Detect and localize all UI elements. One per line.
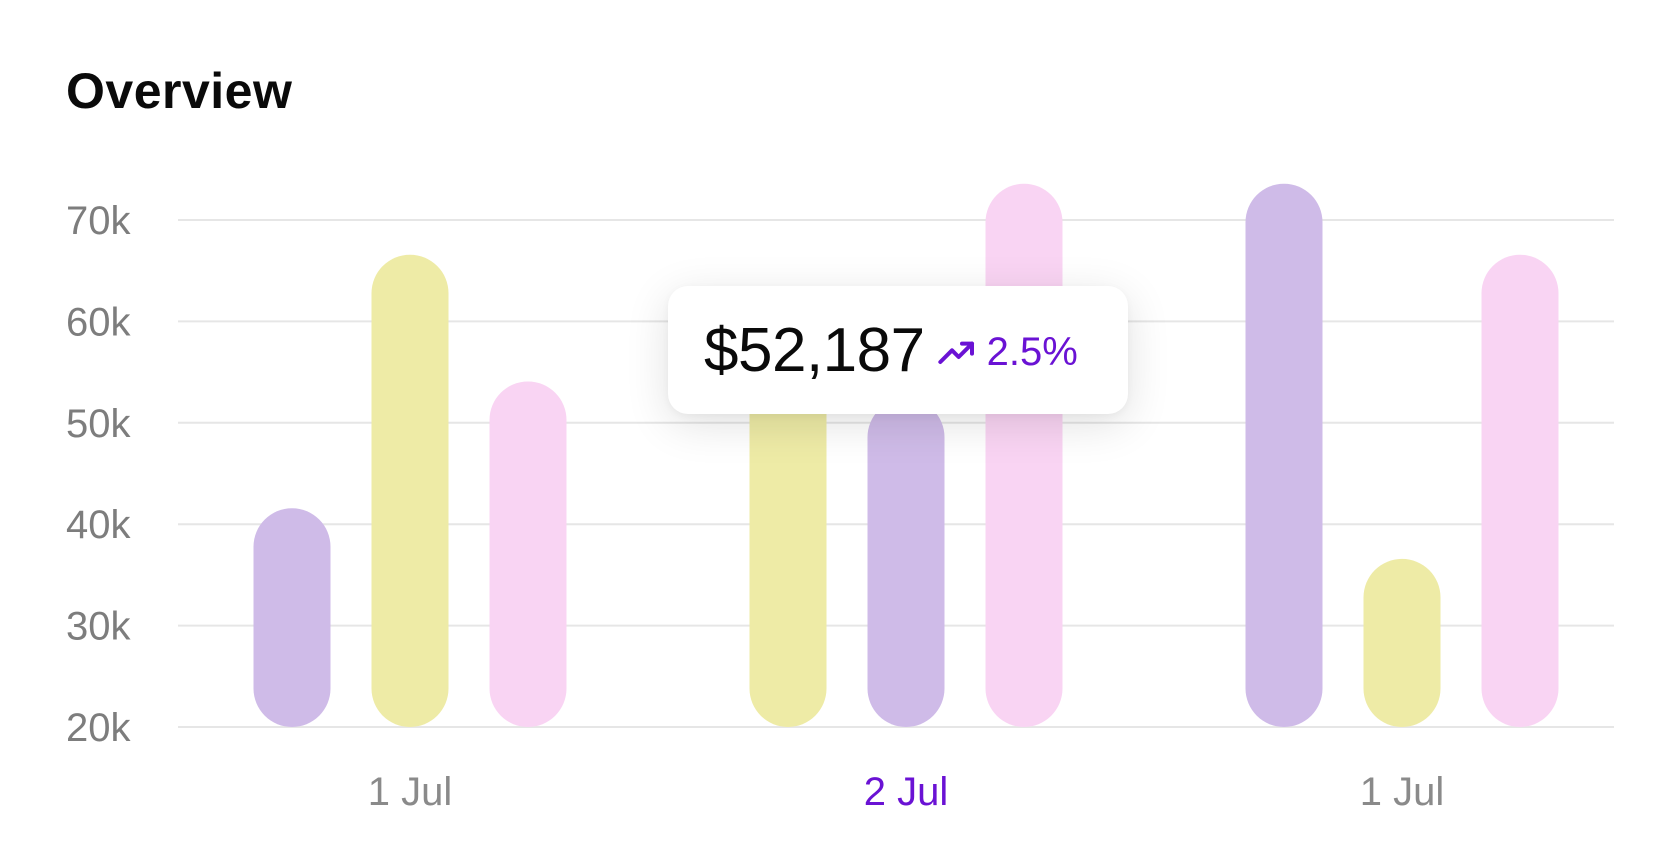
tooltip-trend: 2.5% (937, 330, 1078, 375)
value-tooltip: $52,187 2.5% (668, 286, 1128, 414)
bar-yellow[interactable] (371, 254, 449, 727)
x-tick-label[interactable]: 1 Jul (368, 770, 453, 814)
y-tick-label: 30k (66, 605, 131, 649)
tooltip-value: $52,187 (704, 315, 925, 385)
x-axis-ticks: 1 Jul 2 Jul 1 Jul (368, 770, 1445, 814)
bar-yellow[interactable] (749, 325, 827, 727)
bar-yellow[interactable] (1363, 558, 1441, 727)
bars (253, 183, 1559, 728)
y-tick-label: 40k (66, 503, 131, 547)
y-tick-label: 60k (66, 300, 131, 344)
bar-pink[interactable] (489, 381, 567, 727)
bar-purple[interactable] (867, 398, 945, 727)
y-axis-ticks: 20k 30k 40k 50k 60k 70k (66, 199, 131, 750)
trending-up-icon (937, 341, 974, 364)
tooltip-change: 2.5% (986, 329, 1078, 374)
x-tick-label[interactable]: 2 Jul (864, 770, 949, 814)
x-tick-label[interactable]: 1 Jul (1360, 770, 1445, 814)
y-tick-label: 50k (66, 402, 131, 446)
y-tick-label: 70k (66, 199, 131, 243)
bar-pink[interactable] (985, 183, 1063, 728)
bar-purple[interactable] (1245, 183, 1323, 728)
chart-title: Overview (66, 63, 293, 119)
bar-pink[interactable] (1481, 254, 1559, 727)
y-tick-label: 20k (66, 706, 131, 750)
bar-purple[interactable] (253, 508, 331, 727)
